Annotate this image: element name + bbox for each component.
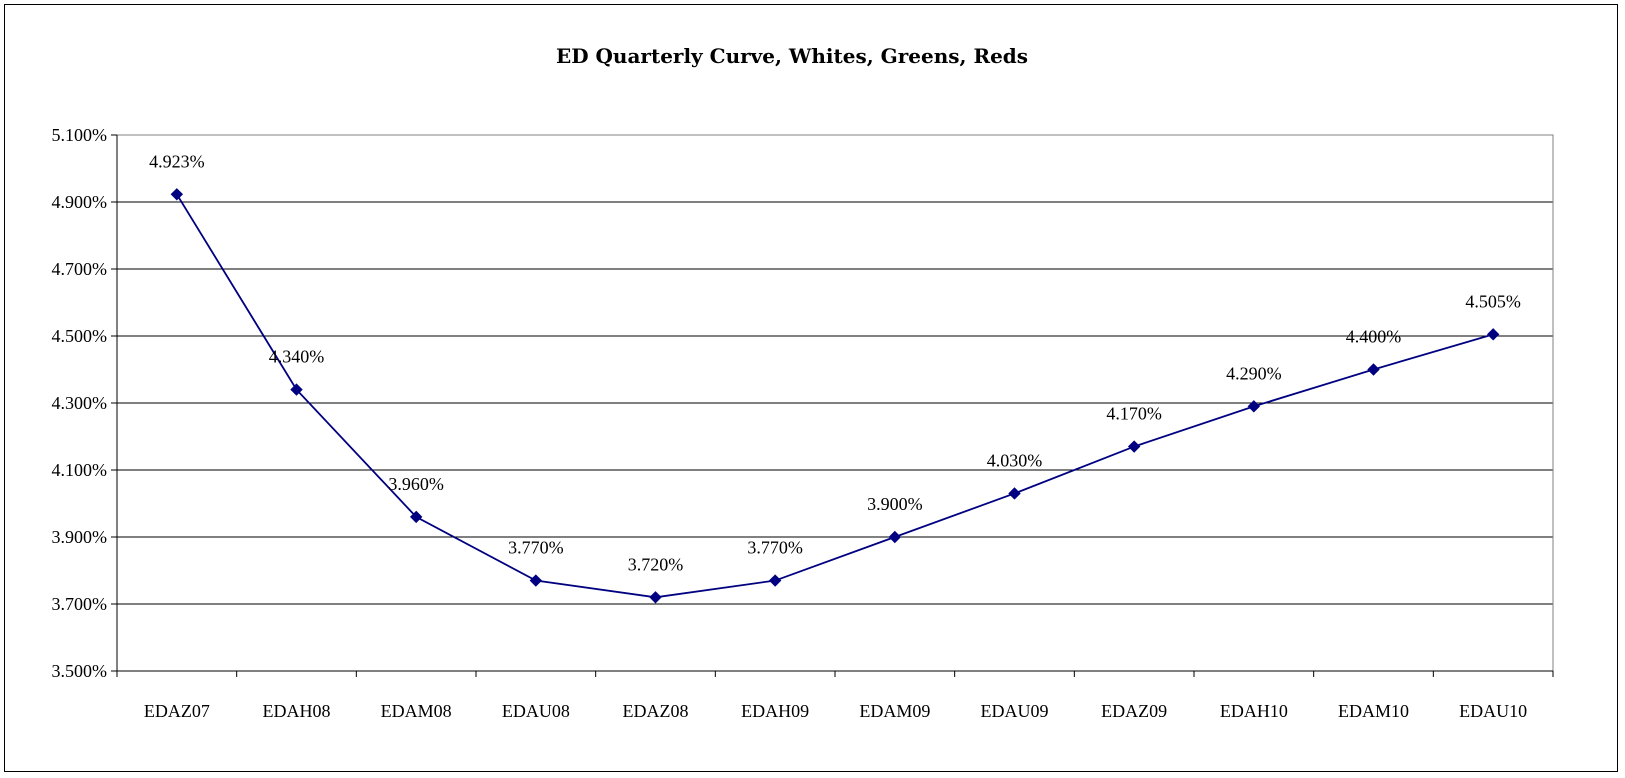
data-point <box>290 383 303 396</box>
data-point <box>1367 363 1380 376</box>
x-tick-label: EDAM09 <box>859 701 930 721</box>
data-point <box>649 591 662 604</box>
data-labels: 4.923% 4.340% 3.960% 3.770% 3.720% 3.770% 3.90… <box>149 151 1521 574</box>
y-tick-label: 4.100% <box>52 460 108 480</box>
data-label: 4.170% <box>1106 404 1162 424</box>
line-chart: ED Quarterly Curve, Whites, Greens, Reds… <box>52 44 1554 721</box>
data-label: 4.505% <box>1465 291 1521 311</box>
data-label: 4.400% <box>1346 327 1402 347</box>
y-tick-label: 5.100% <box>52 125 108 145</box>
x-tick-label: EDAU09 <box>981 701 1049 721</box>
data-point <box>409 510 423 524</box>
data-point <box>529 574 543 587</box>
data-label: 3.720% <box>628 554 684 574</box>
y-tick-label: 4.900% <box>52 192 108 212</box>
y-tick-label: 3.500% <box>52 661 108 681</box>
x-tick-label: EDAM08 <box>381 701 452 721</box>
x-tick-label: EDAH08 <box>263 701 331 721</box>
data-label: 3.900% <box>867 494 923 514</box>
chart-title: ED Quarterly Curve, Whites, Greens, Reds <box>556 44 1028 68</box>
gridlines <box>117 134 1553 605</box>
y-tick-label: 3.900% <box>52 527 108 547</box>
x-tick-label: EDAU08 <box>502 701 570 721</box>
data-point <box>1247 400 1261 413</box>
x-tick-label: EDAZ09 <box>1101 701 1167 721</box>
y-axis-ticks: 3.500% 3.700% 3.900% 4.100% 4.300% 4.500% 4.70… <box>52 125 117 681</box>
data-label: 4.923% <box>149 151 205 171</box>
x-tick-label: EDAZ07 <box>144 701 210 721</box>
x-tick-label: EDAH09 <box>741 701 809 721</box>
x-tick-label: EDAH10 <box>1220 701 1288 721</box>
x-tick-label: EDAZ08 <box>623 701 689 721</box>
series-layer <box>170 188 1500 604</box>
data-label: 3.770% <box>508 538 564 558</box>
y-tick-label: 3.700% <box>52 594 108 614</box>
data-label: 4.340% <box>269 347 325 367</box>
x-axis-ticks: EDAZ07 EDAH08 EDAM08 EDAU08 EDAZ08 EDAH09 EDAM… <box>116 671 1554 721</box>
x-tick-label: EDAM10 <box>1338 701 1409 721</box>
data-point <box>1486 328 1500 341</box>
data-point <box>1008 487 1021 500</box>
y-tick-label: 4.500% <box>52 326 108 346</box>
data-label: 4.290% <box>1226 363 1282 383</box>
x-tick-label: EDAU10 <box>1459 701 1527 721</box>
data-point <box>888 530 902 544</box>
y-tick-label: 4.700% <box>52 259 108 279</box>
series-line <box>176 193 1494 599</box>
data-point <box>1127 440 1141 453</box>
data-label: 4.030% <box>987 450 1043 470</box>
data-label: 3.770% <box>747 538 803 558</box>
data-label: 3.960% <box>388 474 444 494</box>
chart-frame: ED Quarterly Curve, Whites, Greens, Reds… <box>4 4 1618 772</box>
data-point <box>170 188 184 201</box>
data-point <box>768 574 782 587</box>
y-tick-label: 4.300% <box>52 393 108 413</box>
